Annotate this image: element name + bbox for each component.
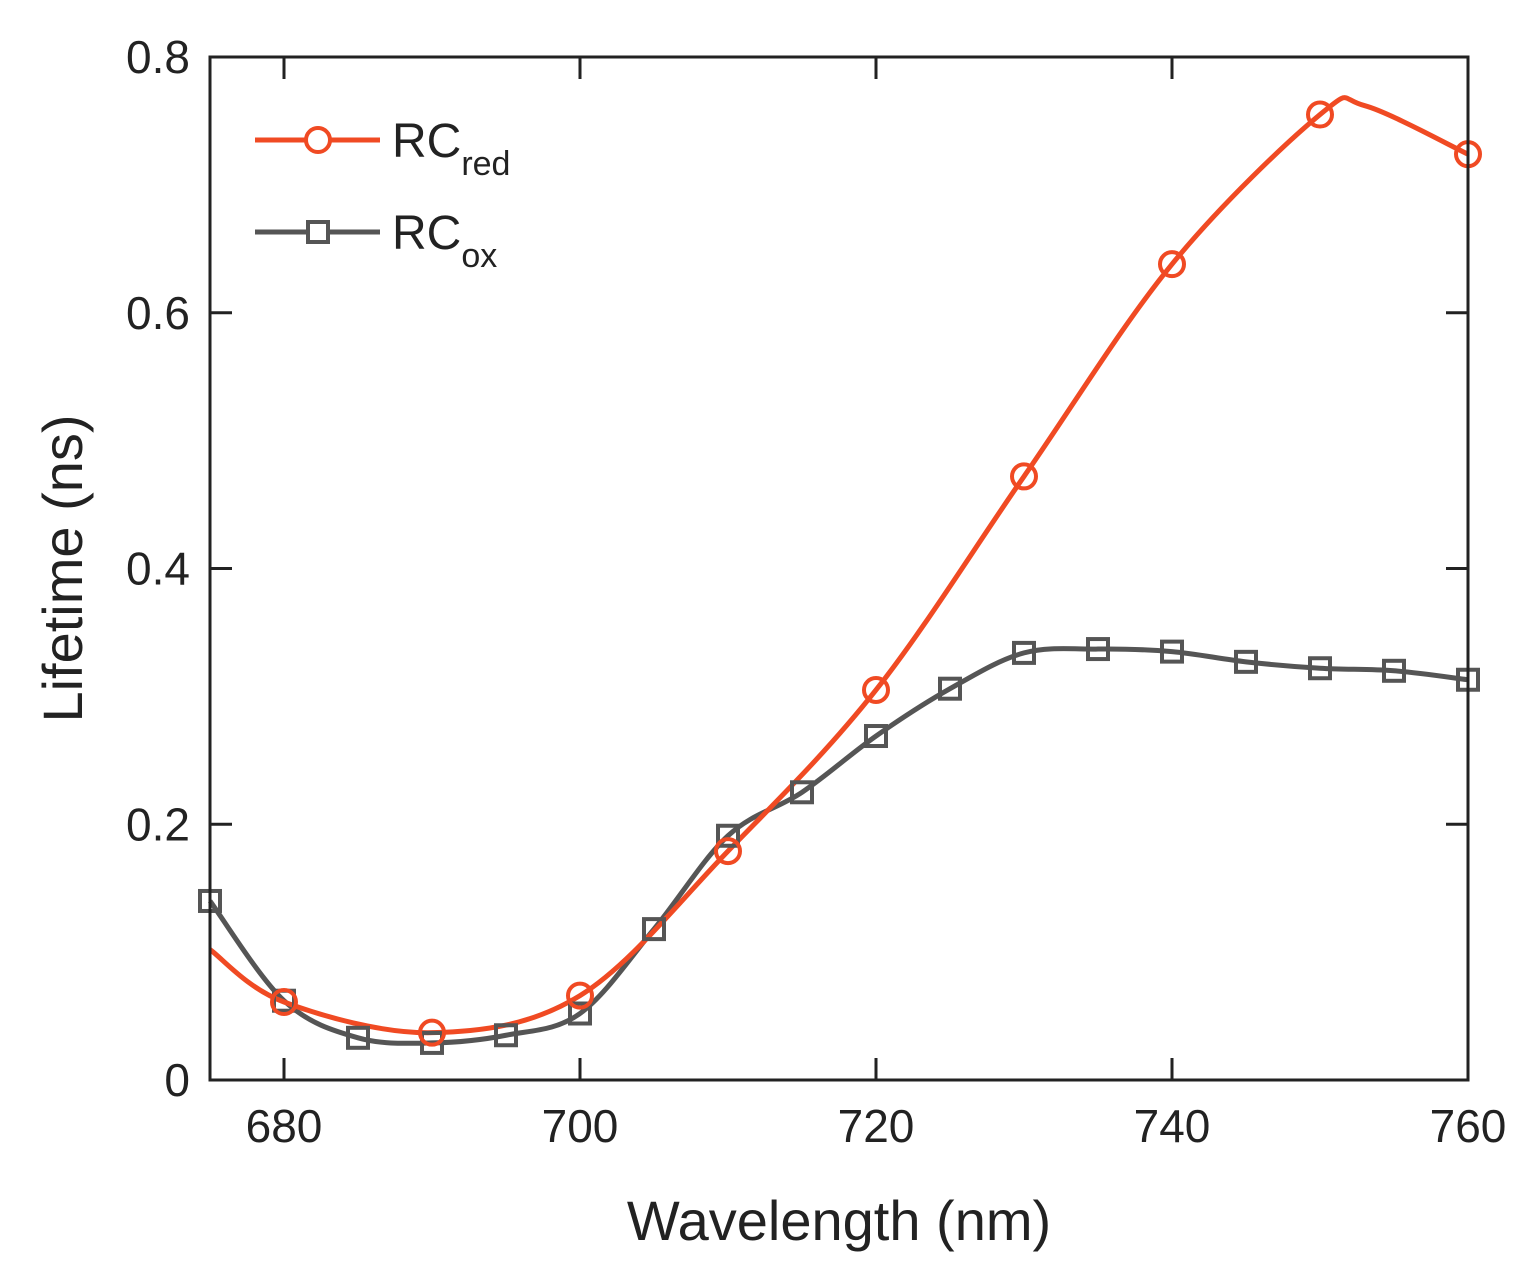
data-point-rcox	[568, 1001, 592, 1026]
data-point-rcox	[1086, 637, 1110, 662]
legend-label-rcred-main: RC	[392, 115, 461, 168]
x-tick-label: 760	[1430, 1100, 1507, 1152]
data-point-rcox	[494, 1023, 518, 1048]
tick-labels: 680 700 720 740 760 0 0.2 0.4 0.6 0.8	[126, 31, 1506, 1152]
x-tick-label: 680	[246, 1100, 323, 1152]
y-tick-label: 0	[164, 1054, 190, 1106]
y-tick-label: 0.2	[126, 798, 190, 850]
data-point-rcox	[1012, 640, 1036, 665]
legend-label-rcox-main: RC	[392, 207, 461, 260]
legend-label-rcox: RCox	[392, 207, 497, 275]
data-point-rcred	[566, 981, 594, 1010]
data-point-rcox	[790, 780, 814, 805]
legend-marker-rcox	[306, 220, 330, 244]
legend-label-rcred-sub: red	[461, 145, 510, 183]
data-point-rcox	[1382, 658, 1406, 683]
legend: RCred RCox	[255, 115, 510, 275]
y-tick-label: 0.6	[126, 287, 190, 339]
y-axis-title: Lifetime (ns)	[31, 414, 94, 722]
data-point-rcred	[862, 675, 890, 704]
x-tick-label: 720	[838, 1100, 915, 1152]
x-axis-title: Wavelength (nm)	[627, 1189, 1051, 1252]
data-point-rcox	[864, 724, 888, 749]
data-point-rcox	[420, 1030, 444, 1055]
legend-label-rcox-sub: ox	[461, 237, 497, 275]
data-point-rcred	[1158, 250, 1186, 279]
legend-marker-rcred	[304, 126, 332, 154]
data-point-rcox	[1160, 639, 1184, 664]
data-point-rcox	[716, 823, 740, 848]
data-point-rcred	[270, 987, 298, 1016]
data-point-rcred	[714, 837, 742, 866]
legend-label-rcred: RCred	[392, 115, 510, 183]
data-point-rcred	[1010, 462, 1038, 491]
data-point-rcox	[642, 917, 666, 942]
y-tick-label: 0.8	[126, 31, 190, 83]
data-point-rcred	[418, 1018, 446, 1047]
data-point-rcred	[1306, 100, 1334, 129]
data-point-rcox	[1308, 656, 1332, 681]
legend-item-rcred: RCred	[255, 115, 510, 183]
x-tick-label: 700	[542, 1100, 619, 1152]
data-point-rcox	[938, 676, 962, 701]
data-point-rcox	[346, 1025, 370, 1050]
x-tick-label: 740	[1134, 1100, 1211, 1152]
data-point-rcox	[1234, 649, 1258, 674]
legend-item-rcox: RCox	[255, 207, 497, 275]
plot-frame	[208, 55, 1470, 1082]
y-tick-label: 0.4	[126, 543, 190, 595]
